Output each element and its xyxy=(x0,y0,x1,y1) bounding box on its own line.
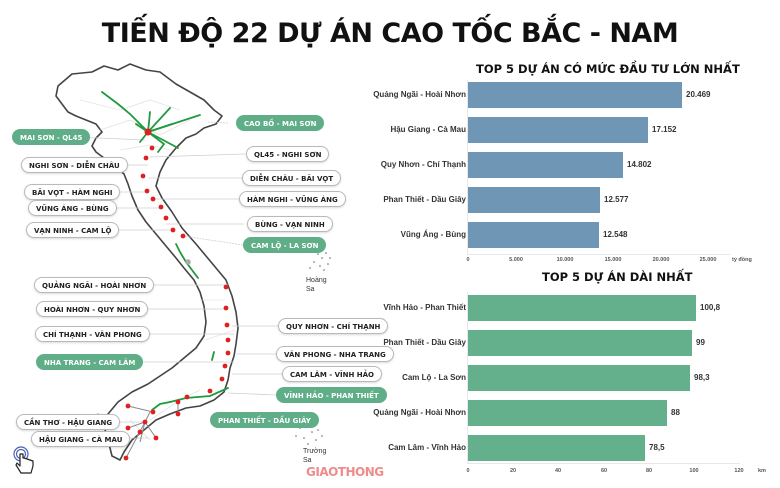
project-pill-vung-ang-bung[interactable]: VŨNG ÁNG - BÙNG xyxy=(28,200,117,216)
project-pill-cam-lam-vinh-hao[interactable]: CAM LÂM - VĨNH HẢO xyxy=(282,366,382,382)
project-pill-mai-son-ql45[interactable]: MAI SƠN - QL45 xyxy=(12,129,91,145)
bar xyxy=(468,82,682,108)
project-pill-hoai-nhon-quy-nhon[interactable]: HOÀI NHƠN - QUY NHƠN xyxy=(36,301,149,317)
bar-value: 12.577 xyxy=(604,195,629,204)
x-tick: 60 xyxy=(600,468,608,474)
x-tick: 20 xyxy=(509,468,517,474)
x-tick: 15.000 xyxy=(604,257,622,263)
investment-bar-row: Quy Nhơn - Chí Thạnh 14.802 xyxy=(360,152,780,178)
bar-label: Phan Thiết - Dầu Giây xyxy=(383,195,466,204)
project-pill-van-phong-nha-trang[interactable]: VÂN PHONG - NHA TRANG xyxy=(276,346,394,362)
bar-value: 78,5 xyxy=(649,443,665,452)
project-pill-bung-van-ninh[interactable]: BÙNG - VẠN NINH xyxy=(247,216,333,232)
project-pill-phan-thiet-dau-giay[interactable]: PHAN THIẾT - DẦU GIÂY xyxy=(210,412,319,428)
bar-value: 12.548 xyxy=(603,230,628,239)
project-pill-cam-lo-la-son[interactable]: CAM LỘ - LA SƠN xyxy=(243,237,327,253)
bar-label: Hậu Giang - Cà Mau xyxy=(390,125,466,134)
project-pill-nha-trang-cam-lam[interactable]: NHA TRANG - CAM LÂM xyxy=(36,354,144,370)
truong-sa-label: Trường Sa xyxy=(303,448,327,464)
investment-bar-row: Hậu Giang - Cà Mau 17.152 xyxy=(360,117,780,143)
bar-value: 88 xyxy=(671,408,680,417)
bar-label: Quy Nhơn - Chí Thạnh xyxy=(380,160,466,169)
bar-value: 20.469 xyxy=(686,90,711,99)
investment-bar-row: Quảng Ngãi - Hoài Nhơn 20.469 xyxy=(360,82,780,108)
bar xyxy=(468,330,692,356)
bar xyxy=(468,365,690,391)
project-pill-hau-giang-ca-mau[interactable]: HẬU GIANG - CÀ MAU xyxy=(31,431,131,447)
investment-chart: Quảng Ngãi - Hoài Nhơn 20.469 Hậu Giang … xyxy=(360,80,780,270)
hand-tap-icon[interactable] xyxy=(12,446,38,476)
hoang-sa-label: Hoàng Sa xyxy=(306,277,327,293)
project-pill-chi-thanh-van-phong[interactable]: CHÍ THẠNH - VÂN PHONG xyxy=(35,326,150,342)
bar xyxy=(468,152,623,178)
bar-value: 17.152 xyxy=(652,125,677,134)
x-tick: 80 xyxy=(645,468,653,474)
length-bar-row: Vĩnh Hảo - Phan Thiết 100,8 xyxy=(360,295,780,321)
project-pill-dien-chau-bai-vot[interactable]: DIỄN CHÂU - BÃI VỌT xyxy=(242,170,342,186)
investment-bar-row: Vũng Áng - Bùng 12.548 xyxy=(360,222,780,248)
x-tick: 120 xyxy=(734,468,744,474)
bar-value: 99 xyxy=(696,338,705,347)
length-bar-row: Cam Lâm - Vĩnh Hảo 78,5 xyxy=(360,435,780,461)
bar-value: 98,3 xyxy=(694,373,710,382)
x-tick: 0 xyxy=(466,257,470,263)
investment-bar-row: Phan Thiết - Dầu Giây 12.577 xyxy=(360,187,780,213)
project-pill-ql45-nghi-son[interactable]: QL45 - NGHI SƠN xyxy=(246,146,330,162)
giaothong-watermark: GIAOTHONG xyxy=(306,465,384,479)
project-pill-van-ninh-cam-lo[interactable]: VẠN NINH - CAM LỘ xyxy=(26,222,120,238)
bar xyxy=(468,187,600,213)
project-pill-quy-nhon-chi-thanh[interactable]: QUY NHƠN - CHÍ THẠNH xyxy=(278,318,389,334)
length-chart: Vĩnh Hảo - Phan Thiết 100,8 Phan Thiết -… xyxy=(360,292,780,482)
bar-label: Cam Lâm - Vĩnh Hảo xyxy=(388,443,466,452)
bar-label: Phan Thiết - Dầu Giây xyxy=(383,338,466,347)
investment-chart-title: TOP 5 DỰ ÁN CÓ MỨC ĐẦU TƯ LỚN NHẤT xyxy=(476,62,740,76)
project-pill-vinh-hao-phan-thiet[interactable]: VĨNH HẢO - PHAN THIẾT xyxy=(276,387,387,403)
x-tick: 10.000 xyxy=(556,257,574,263)
bar xyxy=(468,117,648,143)
x-axis-unit: tỷ đồng xyxy=(732,257,752,263)
project-pill-quang-ngai-hoai-nhon[interactable]: QUẢNG NGÃI - HOÀI NHƠN xyxy=(34,277,155,293)
bar-value: 100,8 xyxy=(700,303,721,312)
x-tick: 25.000 xyxy=(699,257,717,263)
bar-value: 14.802 xyxy=(627,160,652,169)
project-pill-can-tho-hau-giang[interactable]: CẦN THƠ - HẬU GIANG xyxy=(16,414,121,430)
project-pill-ham-nghi-vung-ang[interactable]: HÀM NGHI - VŨNG ÁNG xyxy=(239,191,346,207)
bar-label: Vĩnh Hảo - Phan Thiết xyxy=(383,303,466,312)
x-tick: 5.000 xyxy=(509,257,523,263)
x-tick: 100 xyxy=(689,468,699,474)
vietnam-outline xyxy=(55,63,239,461)
project-pill-bai-vot-ham-nghi[interactable]: BÃI VỌT - HÀM NGHI xyxy=(24,184,121,200)
length-bar-row: Quảng Ngãi - Hoài Nhơn 88 xyxy=(360,400,780,426)
page-title: TIẾN ĐỘ 22 DỰ ÁN CAO TỐC BẮC - NAM xyxy=(101,18,679,49)
vietnam-map xyxy=(55,63,331,461)
length-bar-row: Phan Thiết - Dầu Giây 99 xyxy=(360,330,780,356)
x-axis-unit: km xyxy=(758,468,766,474)
bar-label: Quảng Ngãi - Hoài Nhơn xyxy=(373,408,466,417)
x-tick: 20.000 xyxy=(652,257,670,263)
length-bar-row: Cam Lộ - La Sơn 98,3 xyxy=(360,365,780,391)
bar-label: Vũng Áng - Bùng xyxy=(400,230,466,239)
bar-label: Quảng Ngãi - Hoài Nhơn xyxy=(373,90,466,99)
bar-label: Cam Lộ - La Sơn xyxy=(402,373,466,382)
project-pill-nghi-son-dien-chau[interactable]: NGHI SƠN - DIỄN CHÂU xyxy=(21,157,128,173)
bar xyxy=(468,222,599,248)
length-chart-title: TOP 5 DỰ ÁN DÀI NHẤT xyxy=(542,270,693,284)
bar xyxy=(468,400,667,426)
project-pill-cao-bo-mai-son[interactable]: CAO BỒ - MAI SƠN xyxy=(236,115,325,131)
bar xyxy=(468,435,645,461)
x-tick: 40 xyxy=(554,468,562,474)
bar xyxy=(468,295,696,321)
x-tick: 0 xyxy=(466,468,470,474)
